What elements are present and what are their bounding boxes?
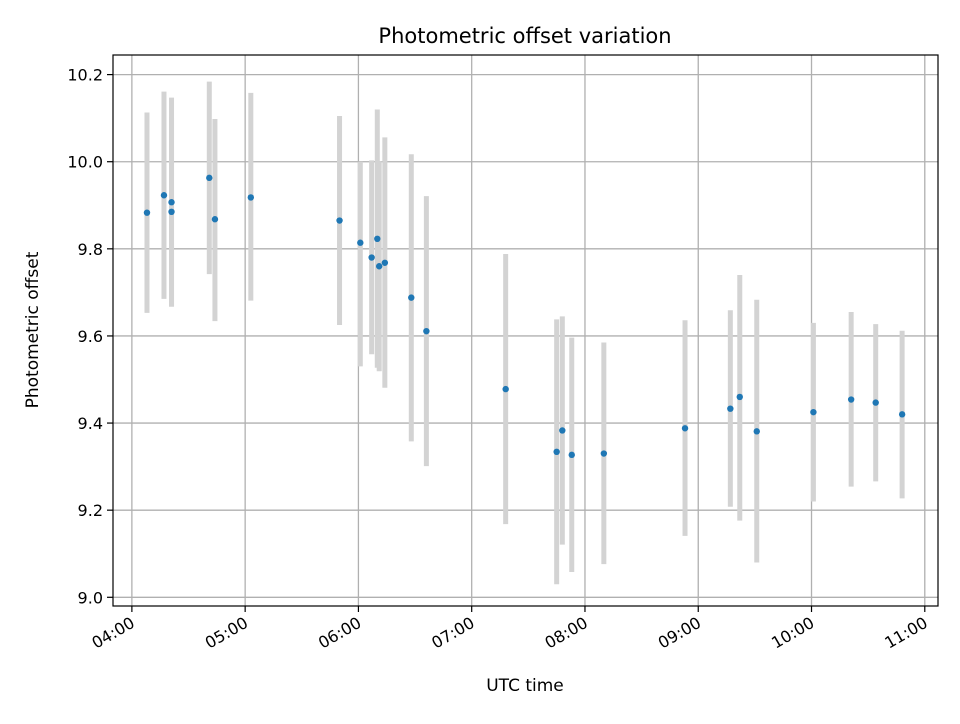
y-tick-label: 9.2: [78, 501, 103, 520]
data-point: [211, 216, 219, 223]
data-point: [381, 259, 389, 266]
data-point: [160, 192, 168, 199]
data-point: [898, 411, 906, 418]
y-axis-ticks: 9.0 9.2 9.4 9.6 9.8 10.0 10.2: [67, 66, 113, 607]
grid-lines: [113, 55, 938, 606]
data-point: [375, 263, 383, 270]
y-tick-label: 9.4: [78, 414, 103, 433]
y-axis-label: Photometric offset: [23, 251, 43, 408]
data-point: [408, 294, 415, 301]
plot-frame: [112, 54, 939, 607]
data-point: [374, 235, 381, 243]
chart-title: Photometric offset variation: [378, 24, 671, 48]
data-point: [206, 174, 213, 182]
data-point: [357, 239, 364, 246]
data-point: [568, 451, 575, 459]
data-point: [336, 217, 343, 224]
data-point: [847, 396, 855, 403]
data-point: [600, 450, 608, 457]
data-point: [502, 385, 509, 393]
y-tick-label: 9.8: [78, 240, 103, 259]
data-point: [736, 393, 743, 401]
data-points: [143, 174, 906, 459]
data-point: [553, 448, 560, 456]
data-point: [727, 405, 734, 412]
y-tick-label: 9.0: [78, 588, 103, 607]
data-point: [247, 194, 255, 201]
data-point: [168, 208, 175, 216]
data-point: [168, 199, 175, 206]
data-point: [559, 427, 566, 434]
y-tick-label: 10.2: [67, 66, 103, 85]
data-point: [810, 408, 817, 416]
x-axis-label: UTC time: [486, 676, 564, 696]
data-point: [753, 428, 760, 435]
data-point: [143, 209, 151, 216]
data-point: [872, 399, 879, 406]
data-point: [368, 254, 375, 261]
data-point: [681, 425, 689, 432]
data-point: [423, 327, 430, 335]
y-tick-label: 9.6: [78, 327, 103, 346]
y-tick-label: 10.0: [67, 153, 103, 172]
